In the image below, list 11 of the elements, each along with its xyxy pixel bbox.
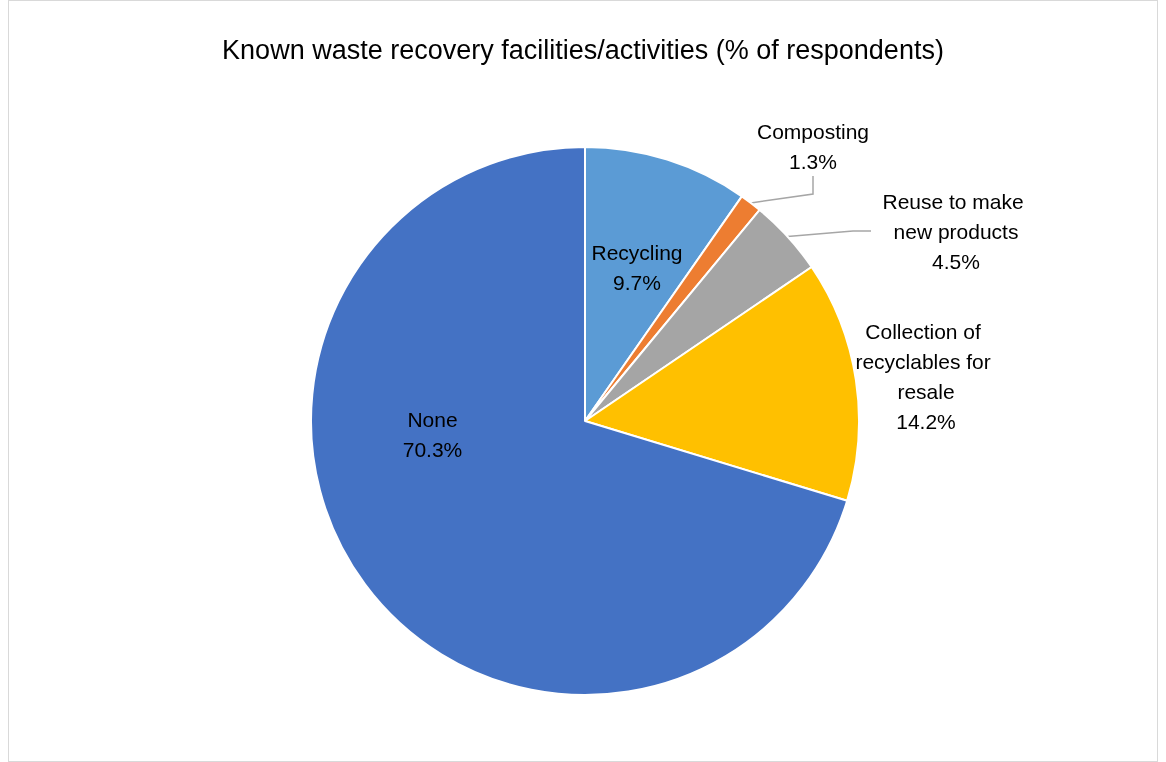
data-label: 4.5% bbox=[932, 249, 980, 273]
data-label: 14.2% bbox=[896, 409, 956, 433]
data-label: 1.3% bbox=[789, 149, 837, 173]
chart-title: Known waste recovery facilities/activities (% of respondents) bbox=[222, 34, 944, 65]
data-label: 70.3% bbox=[402, 437, 463, 461]
slice-label: Composting bbox=[756, 119, 870, 143]
slice-label: Reuse to make new products bbox=[882, 189, 1030, 243]
slice-label: Collection of recyclables for resale bbox=[855, 319, 997, 403]
data-label: 9.7% bbox=[613, 270, 661, 294]
slice-label: Recycling bbox=[591, 240, 683, 264]
slice-label: None bbox=[407, 407, 458, 431]
